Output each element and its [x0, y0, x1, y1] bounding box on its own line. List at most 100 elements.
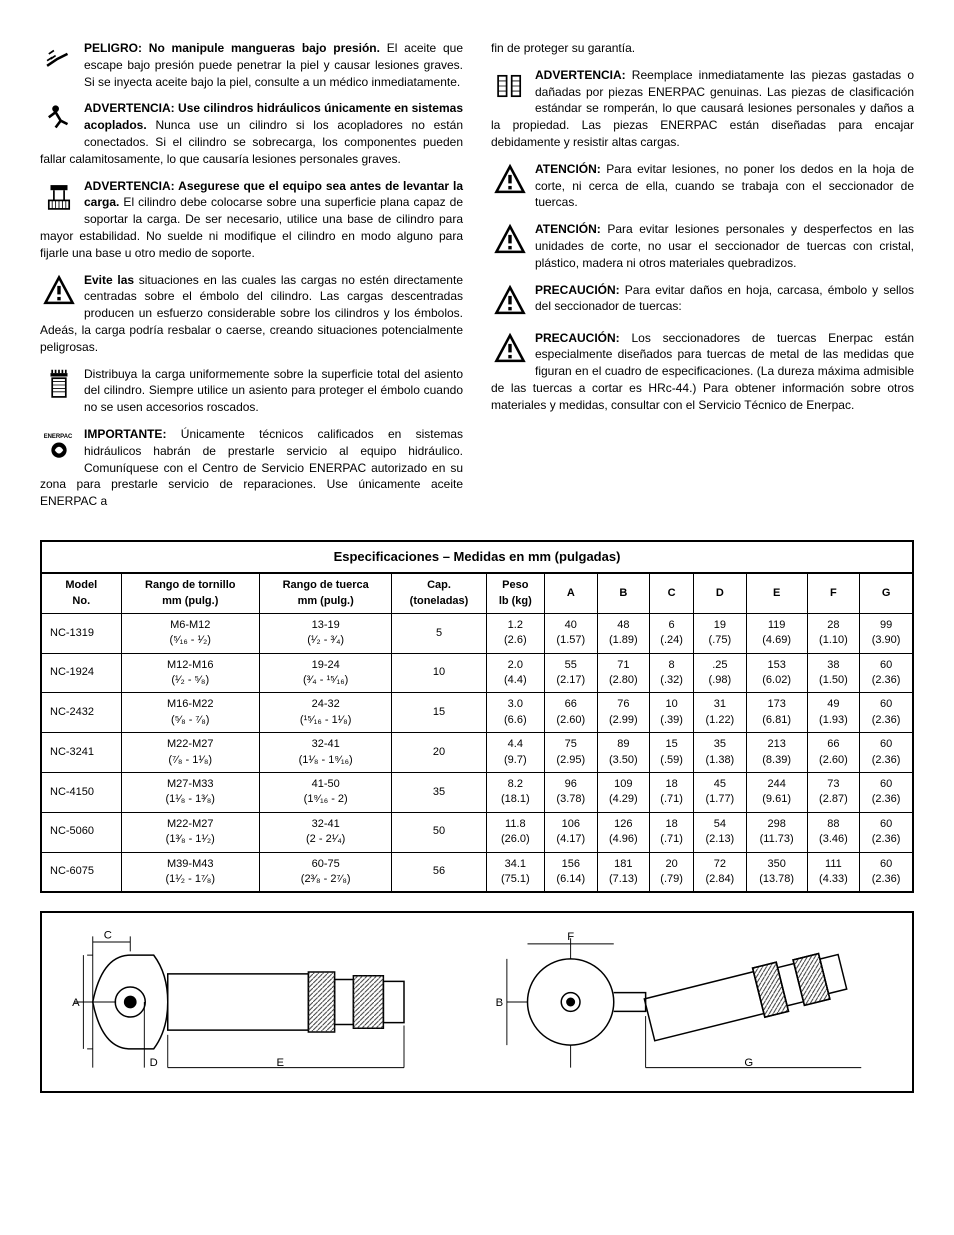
left-column: PELIGRO: No manipule mangueras bajo pres…	[40, 40, 463, 520]
spec-cell: M22-M27(1³⁄₈ - 1¹⁄₂)	[121, 812, 259, 852]
spec-cell: 11.8(26.0)	[486, 812, 544, 852]
col-header: Model No.	[41, 573, 121, 613]
dim-label: B	[496, 997, 504, 1009]
spec-cell: 38(1.50)	[807, 653, 860, 693]
table-header-row: Model No.Rango de tornillo mm (pulg.)Ran…	[41, 573, 913, 613]
spec-cell: 40(1.57)	[545, 613, 598, 653]
spec-cell: 48(1.89)	[597, 613, 650, 653]
spec-table: Especificaciones – Medidas en mm (pulgad…	[40, 540, 914, 893]
right-column: fin de proteger su garantía.ADVERTENCIA:…	[491, 40, 914, 520]
spec-cell: 19(.75)	[694, 613, 747, 653]
warning-block: PRECAUCIÓN: Los seccionadores de tuercas…	[491, 330, 914, 414]
spec-cell: 35	[392, 773, 486, 813]
spec-cell: 350(13.78)	[746, 852, 807, 892]
block-text: PRECAUCIÓN: Los seccionadores de tuercas…	[491, 330, 914, 414]
spec-cell: 72(2.84)	[694, 852, 747, 892]
table-row: NC-3241M22-M27(⁷⁄₈ - 1¹⁄₈)32-41(1¹⁄₈ - 1…	[41, 733, 913, 773]
warning-block: ATENCIÓN: Para evitar lesiones, no poner…	[491, 161, 914, 211]
spec-cell: 41-50(1⁹⁄₁₆ - 2)	[259, 773, 391, 813]
spec-cell: 54(2.13)	[694, 812, 747, 852]
spec-cell: 156(6.14)	[545, 852, 598, 892]
model-cell: NC-2432	[41, 693, 121, 733]
spec-cell: 8(.32)	[650, 653, 694, 693]
dim-label: F	[567, 931, 574, 943]
spec-cell: 10	[392, 653, 486, 693]
svg-text:ENERPAC: ENERPAC	[44, 434, 73, 440]
spec-cell: 298(11.73)	[746, 812, 807, 852]
parts-icon	[491, 67, 529, 105]
spec-cell: 18(.71)	[650, 812, 694, 852]
col-header: C	[650, 573, 694, 613]
spec-cell: 66(2.60)	[807, 733, 860, 773]
spec-cell: 13-19(¹⁄₂ - ³⁄₄)	[259, 613, 391, 653]
spec-cell: M22-M27(⁷⁄₈ - 1¹⁄₈)	[121, 733, 259, 773]
col-header: Rango de tornillo mm (pulg.)	[121, 573, 259, 613]
lead-text: PRECAUCIÓN:	[535, 283, 620, 297]
lead-text: Evite las	[84, 273, 134, 287]
table-row: NC-5060M22-M27(1³⁄₈ - 1¹⁄₂)32-41(2 - 2¹⁄…	[41, 812, 913, 852]
table-body: NC-1319M6-M12(⁵⁄₁₆ - ¹⁄₂)13-19(¹⁄₂ - ³⁄₄…	[41, 613, 913, 892]
lead-text: PRECAUCIÓN:	[535, 331, 620, 345]
warning-icon	[491, 161, 529, 199]
spec-cell: M6-M12(⁵⁄₁₆ - ¹⁄₂)	[121, 613, 259, 653]
dim-label: C	[104, 930, 112, 942]
spec-cell: M39-M43(1¹⁄₂ - 1⁷⁄₈)	[121, 852, 259, 892]
spec-cell: 31(1.22)	[694, 693, 747, 733]
spec-cell: 126(4.96)	[597, 812, 650, 852]
spec-cell: M12-M16(¹⁄₂ - ⁵⁄₈)	[121, 653, 259, 693]
lead-text: ATENCIÓN:	[535, 162, 601, 176]
lead-text: PELIGRO: No manipule mangueras bajo pres…	[84, 41, 380, 55]
spec-cell: 119(4.69)	[746, 613, 807, 653]
warning-block: ADVERTENCIA: Use cilindros hidráulicos ú…	[40, 100, 463, 167]
diagram-angled-view: B F G	[487, 927, 898, 1077]
spec-cell: 50	[392, 812, 486, 852]
dim-label: A	[72, 997, 80, 1009]
table-row: NC-6075M39-M43(1¹⁄₂ - 1⁷⁄₈)60-75(2³⁄₈ - …	[41, 852, 913, 892]
spec-cell: 18(.71)	[650, 773, 694, 813]
spec-cell: 96(3.78)	[545, 773, 598, 813]
diagram-container: C A D E	[40, 911, 914, 1093]
warning-block: Evite las situaciones en las cuales las …	[40, 272, 463, 356]
spec-cell: 111(4.33)	[807, 852, 860, 892]
block-text: ADVERTENCIA: Use cilindros hidráulicos ú…	[40, 100, 463, 167]
spec-cell: 60(2.36)	[860, 653, 913, 693]
diagram-side-view: C A D E	[56, 927, 467, 1077]
spec-cell: 173(6.81)	[746, 693, 807, 733]
col-header: Cap. (toneladas)	[392, 573, 486, 613]
lead-text: ATENCIÓN:	[535, 222, 601, 236]
spec-cell: 244(9.61)	[746, 773, 807, 813]
spec-cell: 8.2(18.1)	[486, 773, 544, 813]
spec-cell: 181(7.13)	[597, 852, 650, 892]
spec-cell: 76(2.99)	[597, 693, 650, 733]
col-header: Peso lb (kg)	[486, 573, 544, 613]
block-text: Distribuya la carga uniformemente sobre …	[40, 366, 463, 416]
block-text: PELIGRO: No manipule mangueras bajo pres…	[40, 40, 463, 90]
spec-cell: 213(8.39)	[746, 733, 807, 773]
spec-cell: 20(.79)	[650, 852, 694, 892]
spec-cell: 20	[392, 733, 486, 773]
block-text: IMPORTANTE: Únicamente técnicos califica…	[40, 426, 463, 510]
col-header: Rango de tuerca mm (pulg.)	[259, 573, 391, 613]
spec-cell: 89(3.50)	[597, 733, 650, 773]
col-header: D	[694, 573, 747, 613]
spec-cell: 109(4.29)	[597, 773, 650, 813]
spec-cell: 32-41(2 - 2¹⁄₄)	[259, 812, 391, 852]
table-caption: Especificaciones – Medidas en mm (pulgad…	[40, 540, 914, 572]
spec-cell: 19-24(³⁄₄ - ¹⁵⁄₁₆)	[259, 653, 391, 693]
lead-text: ADVERTENCIA: Asegurese que el equipo sea…	[84, 179, 463, 210]
spec-cell: 5	[392, 613, 486, 653]
spec-cell: 66(2.60)	[545, 693, 598, 733]
spec-cell: 60(2.36)	[860, 773, 913, 813]
warning-block: ADVERTENCIA: Asegurese que el equipo sea…	[40, 178, 463, 262]
spec-cell: 15(.59)	[650, 733, 694, 773]
spec-cell: 60(2.36)	[860, 693, 913, 733]
spec-cell: 28(1.10)	[807, 613, 860, 653]
spec-cell: 34.1(75.1)	[486, 852, 544, 892]
block-text: ATENCIÓN: Para evitar lesiones, no poner…	[491, 161, 914, 211]
spec-cell: 99(3.90)	[860, 613, 913, 653]
spec-cell: 4.4(9.7)	[486, 733, 544, 773]
press-icon	[40, 178, 78, 216]
model-cell: NC-1924	[41, 653, 121, 693]
col-header: E	[746, 573, 807, 613]
spec-cell: .25(.98)	[694, 653, 747, 693]
